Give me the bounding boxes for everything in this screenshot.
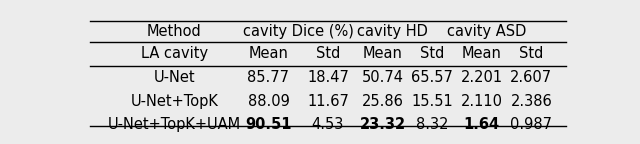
Text: 88.09: 88.09 bbox=[248, 94, 289, 109]
Text: Method: Method bbox=[147, 24, 202, 39]
Text: 2.110: 2.110 bbox=[461, 94, 503, 109]
Text: Std: Std bbox=[316, 46, 340, 61]
Text: 90.51: 90.51 bbox=[245, 117, 292, 132]
Text: 2.386: 2.386 bbox=[511, 94, 552, 109]
Text: 18.47: 18.47 bbox=[307, 70, 349, 85]
Text: Std: Std bbox=[420, 46, 444, 61]
Text: Mean: Mean bbox=[248, 46, 289, 61]
Text: cavity ASD: cavity ASD bbox=[447, 24, 527, 39]
Text: 25.86: 25.86 bbox=[362, 94, 403, 109]
Text: cavity Dice (%): cavity Dice (%) bbox=[243, 24, 354, 39]
Text: 85.77: 85.77 bbox=[248, 70, 289, 85]
Text: LA cavity: LA cavity bbox=[141, 46, 208, 61]
Text: 2.201: 2.201 bbox=[461, 70, 503, 85]
Text: 50.74: 50.74 bbox=[362, 70, 404, 85]
Text: U-Net+TopK+UAM: U-Net+TopK+UAM bbox=[108, 117, 241, 132]
Text: 65.57: 65.57 bbox=[412, 70, 453, 85]
Text: Mean: Mean bbox=[363, 46, 403, 61]
Text: 0.987: 0.987 bbox=[510, 117, 552, 132]
Text: 2.607: 2.607 bbox=[510, 70, 552, 85]
Text: cavity HD: cavity HD bbox=[357, 24, 428, 39]
Text: Std: Std bbox=[519, 46, 543, 61]
Text: Mean: Mean bbox=[462, 46, 502, 61]
Text: U-Net: U-Net bbox=[154, 70, 195, 85]
Text: 1.64: 1.64 bbox=[464, 117, 500, 132]
Text: 11.67: 11.67 bbox=[307, 94, 349, 109]
Text: 15.51: 15.51 bbox=[412, 94, 453, 109]
Text: 4.53: 4.53 bbox=[312, 117, 344, 132]
Text: U-Net+TopK: U-Net+TopK bbox=[131, 94, 218, 109]
Text: 8.32: 8.32 bbox=[416, 117, 449, 132]
Text: 23.32: 23.32 bbox=[360, 117, 406, 132]
